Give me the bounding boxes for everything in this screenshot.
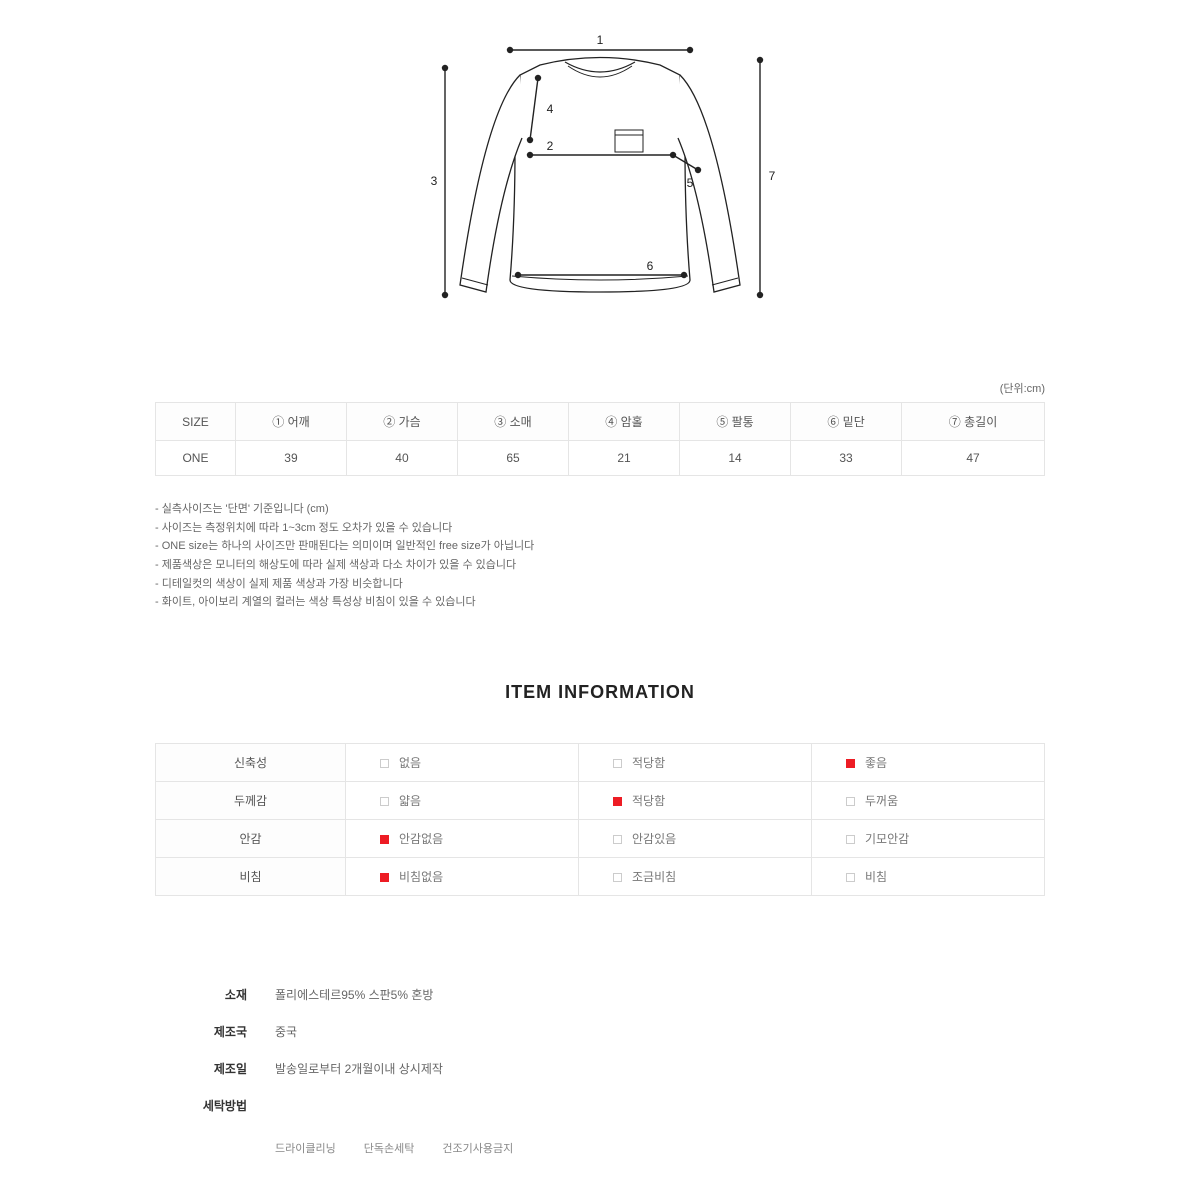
- info-option-label: 좋음: [865, 756, 887, 770]
- checkbox-icon: [380, 797, 389, 806]
- info-option: 두꺼움: [812, 782, 1045, 820]
- info-option: 안감있음: [579, 820, 812, 858]
- product-details: 소재폴리에스테르95% 스판5% 혼방제조국중국제조일발송일로부터 2개월이내 …: [155, 986, 1045, 1156]
- size-table-header: ③ 소매: [457, 403, 568, 441]
- info-row-label: 신축성: [156, 744, 346, 782]
- checkbox-icon: [846, 873, 855, 882]
- item-info-table: 신축성없음적당함좋음두께감얇음적당함두꺼움안감안감없음안감있음기모안감비침비침없…: [155, 743, 1045, 896]
- note-line: - 사이즈는 측정위치에 따라 1~3cm 정도 오차가 있을 수 있습니다: [155, 519, 1045, 538]
- info-option-label: 비침: [865, 870, 887, 884]
- info-option: 비침없음: [346, 858, 579, 896]
- checkbox-icon: [380, 759, 389, 768]
- wash-method: 건조기사용금지: [442, 1140, 513, 1156]
- size-table-cell: 40: [346, 441, 457, 476]
- detail-label: 소재: [155, 986, 275, 1003]
- detail-value: 폴리에스테르95% 스판5% 혼방: [275, 986, 1045, 1003]
- info-option: 없음: [346, 744, 579, 782]
- svg-text:6: 6: [647, 259, 654, 273]
- svg-text:2: 2: [547, 139, 554, 153]
- checkbox-icon: [613, 873, 622, 882]
- detail-label: 세탁방법: [155, 1097, 275, 1114]
- info-option-label: 적당함: [632, 756, 665, 770]
- checkbox-icon: [613, 835, 622, 844]
- checkbox-icon: [380, 835, 389, 844]
- info-option-label: 비침없음: [399, 870, 443, 884]
- info-option: 비침: [812, 858, 1045, 896]
- size-table: SIZE① 어깨② 가슴③ 소매④ 암홀⑤ 팔통⑥ 밑단⑦ 총길이 ONE3940…: [155, 402, 1045, 476]
- detail-value: 중국: [275, 1023, 1045, 1040]
- size-table-header: ⑥ 밑단: [791, 403, 902, 441]
- detail-value: [275, 1097, 1045, 1114]
- info-row-label: 두께감: [156, 782, 346, 820]
- info-option-label: 두꺼움: [865, 794, 898, 808]
- svg-text:4: 4: [547, 102, 554, 116]
- info-option: 안감없음: [346, 820, 579, 858]
- note-line: - 화이트, 아이보리 계열의 컬러는 색상 특성상 비침이 있을 수 있습니다: [155, 593, 1045, 612]
- info-row-label: 안감: [156, 820, 346, 858]
- info-option: 적당함: [579, 782, 812, 820]
- info-option-label: 적당함: [632, 794, 665, 808]
- checkbox-icon: [613, 797, 622, 806]
- info-option-label: 안감있음: [632, 832, 676, 846]
- note-line: - 실측사이즈는 '단면' 기준입니다 (cm): [155, 500, 1045, 519]
- wash-methods: 드라이클리닝 단독손세탁 건조기사용금지: [275, 1140, 1045, 1156]
- size-table-header: ④ 암홀: [569, 403, 680, 441]
- detail-label: 제조일: [155, 1060, 275, 1077]
- wash-method: 드라이클리닝: [275, 1140, 336, 1156]
- garment-diagram: 1 2 3 4 5 6 7: [0, 20, 1200, 320]
- size-table-cell: 47: [902, 441, 1045, 476]
- size-table-cell: 14: [680, 441, 791, 476]
- note-line: - 디테일컷의 색상이 실제 제품 색상과 가장 비슷합니다: [155, 575, 1045, 594]
- info-option-label: 얇음: [399, 794, 421, 808]
- checkbox-icon: [846, 797, 855, 806]
- size-table-cell: 21: [569, 441, 680, 476]
- size-table-header: SIZE: [156, 403, 236, 441]
- size-table-cell: 65: [457, 441, 568, 476]
- info-option-label: 조금비침: [632, 870, 676, 884]
- svg-text:7: 7: [769, 169, 776, 183]
- info-option: 기모안감: [812, 820, 1045, 858]
- size-table-header: ① 어깨: [235, 403, 346, 441]
- size-table-header: ⑤ 팔통: [680, 403, 791, 441]
- info-option-label: 없음: [399, 756, 421, 770]
- checkbox-icon: [846, 759, 855, 768]
- size-table-header: ⑦ 총길이: [902, 403, 1045, 441]
- size-table-cell: 33: [791, 441, 902, 476]
- note-line: - ONE size는 하나의 사이즈만 판매된다는 의미이며 일반적인 fre…: [155, 537, 1045, 556]
- wash-method: 단독손세탁: [364, 1140, 415, 1156]
- info-option-label: 안감없음: [399, 832, 443, 846]
- svg-text:3: 3: [431, 174, 438, 188]
- svg-text:1: 1: [597, 33, 604, 47]
- size-notes: - 실측사이즈는 '단면' 기준입니다 (cm)- 사이즈는 측정위치에 따라 …: [155, 500, 1045, 612]
- note-line: - 제품색상은 모니터의 해상도에 따라 실제 색상과 다소 차이가 있을 수 …: [155, 556, 1045, 575]
- checkbox-icon: [846, 835, 855, 844]
- checkbox-icon: [380, 873, 389, 882]
- info-row-label: 비침: [156, 858, 346, 896]
- info-option: 좋음: [812, 744, 1045, 782]
- detail-label: 제조국: [155, 1023, 275, 1040]
- unit-label: (단위:cm): [155, 380, 1045, 396]
- svg-text:5: 5: [687, 176, 694, 190]
- size-table-cell: ONE: [156, 441, 236, 476]
- item-info-title: ITEM INFORMATION: [0, 682, 1200, 703]
- info-option: 적당함: [579, 744, 812, 782]
- detail-value: 발송일로부터 2개월이내 상시제작: [275, 1060, 1045, 1077]
- checkbox-icon: [613, 759, 622, 768]
- info-option-label: 기모안감: [865, 832, 909, 846]
- info-option: 얇음: [346, 782, 579, 820]
- info-option: 조금비침: [579, 858, 812, 896]
- size-table-cell: 39: [235, 441, 346, 476]
- size-table-header: ② 가슴: [346, 403, 457, 441]
